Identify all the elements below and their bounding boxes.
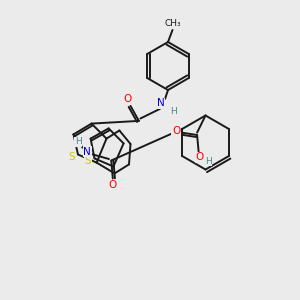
Text: H: H	[75, 137, 82, 146]
Text: CH₃: CH₃	[164, 19, 181, 28]
Text: N: N	[83, 146, 91, 157]
Text: N: N	[157, 98, 165, 109]
Text: O: O	[195, 152, 203, 163]
Text: O: O	[172, 126, 180, 136]
Text: O: O	[123, 94, 132, 104]
Text: H: H	[171, 107, 177, 116]
Text: S: S	[69, 152, 75, 162]
Text: S: S	[85, 156, 91, 167]
Text: O: O	[109, 180, 117, 190]
Text: H: H	[205, 157, 211, 166]
